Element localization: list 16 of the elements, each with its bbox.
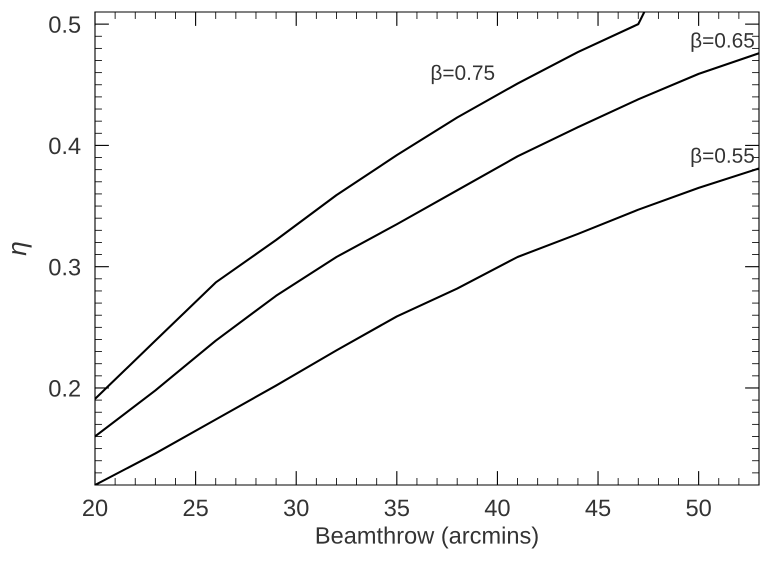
y-axis-title: η: [12, 242, 32, 256]
x-tick-label: 25: [184, 500, 208, 516]
y-tick-label: 0.4: [49, 137, 80, 154]
x-tick-label: 30: [284, 500, 308, 516]
y-tick-label: 0.5: [49, 16, 80, 33]
x-tick-label: 45: [585, 500, 610, 516]
x-axis-title: Beamthrow (arcmins): [316, 526, 538, 548]
y-tick-label: 0.2: [49, 380, 80, 397]
x-tick-label: 20: [83, 500, 108, 516]
y-tick-label: 0.3: [49, 258, 80, 276]
series-label: β=0.75: [432, 64, 494, 84]
x-tick-label: 35: [384, 500, 409, 516]
legend-label: β=0.65: [692, 32, 754, 52]
x-tick-label: 50: [686, 500, 711, 516]
legend-label: β=0.55: [692, 148, 754, 168]
x-tick-label: 40: [484, 500, 510, 516]
